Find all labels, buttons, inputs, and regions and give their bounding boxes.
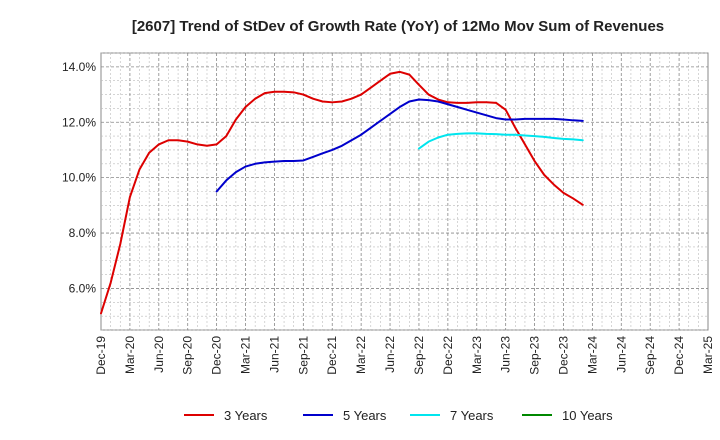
x-tick-label: Dec-21 <box>325 336 339 375</box>
x-tick-label: Mar-23 <box>470 336 484 374</box>
y-axis: 6.0% 8.0% 10.0% 12.0% 14.0% <box>62 60 96 296</box>
series-line-3-years <box>100 70 584 315</box>
legend-label: 7 Years <box>450 408 494 423</box>
x-tick-label: Dec-23 <box>556 336 570 375</box>
x-tick-label: Jun-24 <box>614 336 628 373</box>
x-tick-label: Dec-20 <box>210 336 224 375</box>
y-tick-label: 8.0% <box>69 226 97 240</box>
series-line-7-years <box>417 132 584 150</box>
x-tick-label: Sep-20 <box>181 336 195 375</box>
x-tick-label: Sep-22 <box>412 336 426 375</box>
x-tick-label: Mar-20 <box>123 336 137 374</box>
x-tick-label: Mar-25 <box>701 336 715 374</box>
chart-title: [2607] Trend of StDev of Growth Rate (Yo… <box>132 18 664 35</box>
series-lines <box>100 70 584 315</box>
y-tick-label: 6.0% <box>69 281 97 295</box>
minor-grid <box>101 52 708 331</box>
x-tick-label: Mar-22 <box>354 336 368 374</box>
x-tick-label: Jun-21 <box>267 336 281 373</box>
x-axis: Dec-19 Mar-20 Jun-20 Sep-20 Dec-20 Mar-21 Jun-… <box>94 336 715 375</box>
x-tick-label: Mar-21 <box>239 336 253 374</box>
y-tick-label: 12.0% <box>62 115 96 129</box>
x-tick-label: Sep-23 <box>528 336 542 375</box>
x-tick-label: Dec-24 <box>672 336 686 375</box>
x-tick-label: Mar-24 <box>585 336 599 374</box>
y-tick-label: 10.0% <box>62 171 96 185</box>
x-tick-label: Jun-20 <box>152 336 166 373</box>
series-line-5-years <box>215 98 584 193</box>
y-tick-label: 14.0% <box>62 60 96 74</box>
x-tick-label: Jun-23 <box>499 336 513 373</box>
x-tick-label: Dec-19 <box>94 336 108 375</box>
legend-label: 5 Years <box>343 408 387 423</box>
legend: 3 Years 5 Years 7 Years 10 Years <box>184 408 613 423</box>
x-tick-label: Sep-21 <box>296 336 310 375</box>
x-tick-label: Sep-24 <box>643 336 657 375</box>
x-tick-label: Dec-22 <box>441 336 455 375</box>
legend-label: 10 Years <box>562 408 613 423</box>
x-tick-label: Jun-22 <box>383 336 397 373</box>
legend-label: 3 Years <box>224 408 268 423</box>
